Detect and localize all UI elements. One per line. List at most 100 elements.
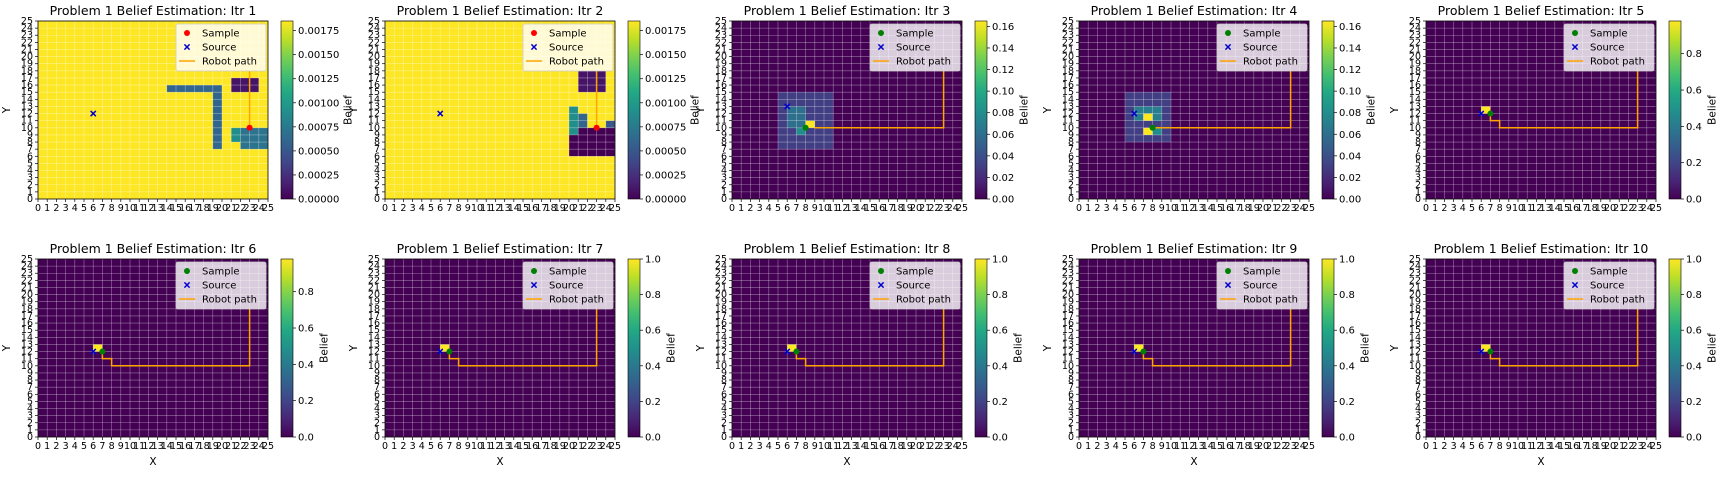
- y-tick-label: 9: [1068, 130, 1074, 141]
- colorbar: [1668, 258, 1682, 438]
- x-tick-label: 23: [591, 441, 603, 452]
- x-tick-label: 10: [124, 441, 136, 452]
- colorbar-tick-label: 0.8: [1339, 290, 1355, 301]
- y-tick-label: 20: [368, 290, 380, 301]
- y-tick-label: 8: [1415, 375, 1421, 386]
- x-tick-label: 9: [1159, 203, 1165, 214]
- x-axis-label: X: [1537, 456, 1544, 468]
- x-tick-label: 19: [1248, 441, 1260, 452]
- source-marker: [90, 348, 97, 355]
- y-tick-label: 8: [1415, 137, 1421, 148]
- legend-source-marker: [877, 43, 885, 51]
- x-tick-label: 16: [873, 441, 885, 452]
- colorbar-tick-label: 0.00100: [298, 98, 339, 109]
- belief-cell: [805, 120, 815, 128]
- x-tick-label: 7: [99, 203, 105, 214]
- colorbar-tick-label: 0.14: [1339, 43, 1361, 54]
- y-tick-label: 12: [1409, 347, 1421, 358]
- y-tick-label: 9: [1068, 368, 1074, 379]
- y-tick-label: 23: [1409, 30, 1421, 41]
- axes-frame: [1425, 20, 1657, 200]
- x-tick-label: 22: [1622, 203, 1634, 214]
- x-tick-label: 18: [892, 441, 904, 452]
- y-tick-label: 3: [721, 173, 727, 184]
- y-tick-label: 23: [715, 30, 727, 41]
- colorbar-tick-label: 0.8: [1686, 290, 1702, 301]
- y-tick-label: 14: [21, 94, 33, 105]
- x-tick-label: 14: [1549, 203, 1561, 214]
- legend-label: Source: [549, 43, 583, 54]
- y-tick-label: 10: [1062, 123, 1074, 134]
- y-tick-label: 20: [715, 52, 727, 63]
- y-tick-label: 14: [715, 94, 727, 105]
- panel-title: Problem 1 Belief Estimation: Itr 3: [744, 3, 951, 18]
- x-tick-label: 25: [956, 203, 968, 214]
- colorbar-tick-label: 0.0: [645, 433, 661, 444]
- x-tick-label: 19: [1248, 203, 1260, 214]
- x-tick-label: 5: [1469, 441, 1475, 452]
- x-tick-label: 4: [419, 441, 425, 452]
- colorbar-tick-label: 0.0: [1686, 433, 1702, 444]
- x-tick-label: 12: [1183, 203, 1195, 214]
- x-tick-label: 21: [1613, 203, 1625, 214]
- y-tick-label: 16: [1062, 318, 1074, 329]
- colorbar-label: Belief: [690, 95, 702, 125]
- x-tick-label: 18: [198, 203, 210, 214]
- x-tick-label: 3: [410, 203, 416, 214]
- x-tick-label: 8: [1150, 441, 1156, 452]
- y-tick-label: 10: [368, 361, 380, 372]
- x-tick-label: 15: [864, 441, 876, 452]
- panel-title: Problem 1 Belief Estimation: Itr 5: [1438, 3, 1645, 18]
- x-tick-label: 10: [1512, 203, 1524, 214]
- y-tick-label: 1: [27, 187, 33, 198]
- y-tick-label: 18: [1409, 66, 1421, 77]
- colorbar-tick-label: 0.8: [645, 290, 661, 301]
- x-tick-label: 21: [572, 441, 584, 452]
- y-tick-label: 19: [715, 297, 727, 308]
- y-tick-label: 18: [715, 66, 727, 77]
- y-tick-label: 14: [368, 332, 380, 343]
- y-tick-label: 25: [715, 254, 727, 265]
- y-tick-label: 9: [27, 368, 33, 379]
- y-tick-label: 18: [21, 66, 33, 77]
- y-tick-label: 8: [1068, 137, 1074, 148]
- colorbar-label: Belief: [1365, 95, 1377, 125]
- x-tick-label: 6: [1478, 441, 1484, 452]
- x-tick-label: 24: [1294, 203, 1306, 214]
- y-tick-label: 13: [715, 339, 727, 350]
- y-tick-label: 2: [721, 418, 727, 429]
- legend: Sample Source Robot path: [522, 23, 614, 72]
- y-tick-label: 6: [1415, 389, 1421, 400]
- y-tick-label: 23: [1062, 30, 1074, 41]
- x-tick-label: 24: [947, 441, 959, 452]
- x-tick-label: 18: [1586, 441, 1598, 452]
- x-tick-label: 4: [1460, 441, 1466, 452]
- legend-box: [1216, 23, 1308, 72]
- y-tick-label: 16: [21, 318, 33, 329]
- axes-frame: [731, 20, 963, 200]
- colorbar-tick-label: 0.00050: [298, 146, 339, 157]
- sample-marker: [793, 348, 800, 355]
- y-tick-label: 12: [21, 347, 33, 358]
- x-tick-label: 25: [609, 441, 621, 452]
- y-tick-label: 21: [368, 44, 380, 55]
- x-tick-label: 21: [1613, 441, 1625, 452]
- y-tick-label: 1: [1415, 187, 1421, 198]
- colorbar-tick-label: 0.14: [992, 43, 1014, 54]
- legend-label: Sample: [549, 29, 587, 40]
- y-tick-label: 17: [715, 311, 727, 322]
- axes-frame: [384, 20, 616, 200]
- y-tick-label: 14: [21, 332, 33, 343]
- x-tick-label: 15: [170, 203, 182, 214]
- y-tick-label: 1: [721, 187, 727, 198]
- sample-marker: [99, 348, 106, 355]
- y-tick-label: 2: [721, 180, 727, 191]
- legend-box: [869, 261, 961, 310]
- y-axis-label: Y: [348, 344, 360, 352]
- x-tick-label: 9: [118, 441, 124, 452]
- x-tick-label: 20: [1257, 203, 1269, 214]
- x-tick-label: 25: [262, 203, 274, 214]
- x-tick-label: 18: [1586, 203, 1598, 214]
- colorbar-tick-label: 0.08: [992, 108, 1014, 119]
- x-tick-label: 2: [747, 441, 753, 452]
